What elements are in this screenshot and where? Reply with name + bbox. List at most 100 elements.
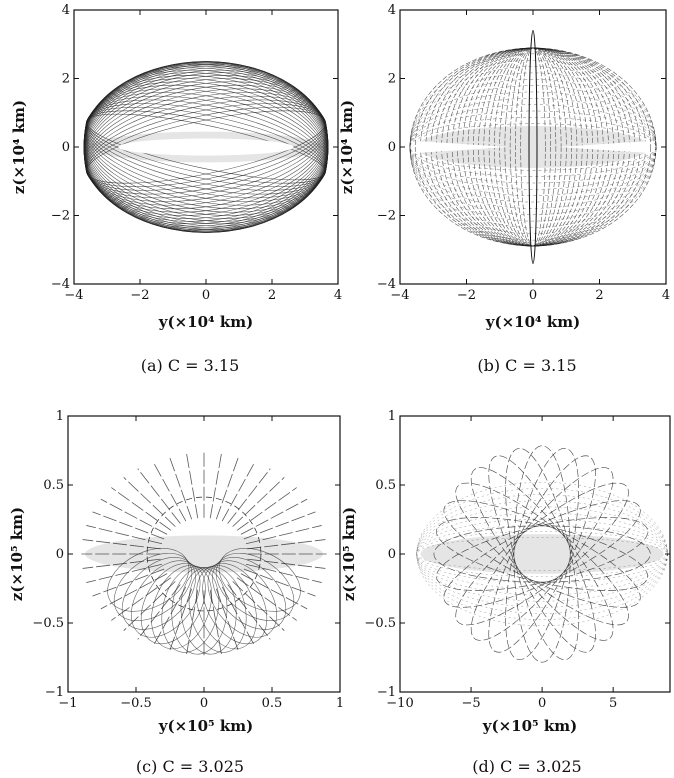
y-tick-label: 0.5 [375,478,396,493]
y-tick-label: −2 [51,209,70,224]
orbit-curve [414,47,652,247]
orbit-curve [232,581,285,631]
orbit-curve [152,586,187,647]
orbit-curve [180,567,237,655]
orbit-curve [107,548,190,612]
y-tick-label: 0 [62,140,70,155]
x-tick-label: 0 [202,288,210,303]
orbit-curve [247,558,326,569]
x-tick-label: −0.5 [120,696,152,711]
orbit-curve [221,586,256,647]
orbit-curve [221,461,256,522]
orbit-curve [171,567,228,655]
haze-band [85,535,323,573]
x-tick-label: 1 [336,696,344,711]
orbit-curve [137,584,181,640]
y-tick-label: −2 [377,209,396,224]
orbit-curve [505,448,579,660]
core-gap [416,141,509,153]
orbit-curve [215,456,239,520]
y-tick-label: 4 [388,3,396,18]
y-axis-label-c: z(×10⁵ km) [8,507,26,601]
haze-band [420,534,664,574]
y-ticks-d: 1 0.5 0 −0.5 −1 [364,409,670,700]
core-gap [118,138,294,156]
y-tick-label: −1 [377,685,396,700]
orbit-curve [513,445,571,663]
orbit-curve [443,500,641,608]
x-tick-label: 4 [334,288,342,303]
plot-area-d [416,445,668,663]
y-tick-label: −0.5 [32,616,64,631]
orbit-curve [436,517,649,591]
y-tick-label: 0.5 [43,478,64,493]
x-ticks-a: −4 −2 0 2 4 [64,10,342,303]
orbit-curve [186,453,199,519]
x-axis-label-c: y(×10⁵ km) [158,717,253,735]
y-tick-label: 0 [56,547,64,562]
orbit-curve [186,589,199,655]
x-tick-label: −2 [130,288,149,303]
orbit-curve [161,566,220,653]
orbit-curve [488,455,596,653]
y-tick-label: 2 [62,72,70,87]
y-ticks-c: 1 0.5 0 −0.5 −1 [32,409,340,700]
x-tick-label: 4 [662,288,670,303]
orbit-curve [86,525,163,545]
orbit-curve [137,468,181,524]
x-tick-label: 2 [268,288,276,303]
y-axis-label-a: z(×10⁴ km) [10,100,28,194]
orbit-curve [111,577,172,621]
orbit-curve [236,487,297,531]
x-tick-label: −4 [64,288,83,303]
y-ticks-b: 4 2 0 −2 −4 [377,3,666,292]
y-axis-label-d: z(×10⁵ km) [340,507,358,601]
panel-d: −10 −5 0 5 1 0.5 0 −0.5 −1 y(×10⁵ km) z(×10⁵ km… [340,409,671,776]
orbit-curve [455,482,629,626]
orbit-curve [243,511,316,540]
x-tick-label: 5 [609,696,617,711]
orbit-curve [227,468,271,524]
orbit-curve [470,467,614,641]
haze-band [416,126,650,168]
orbit-curve [236,577,297,621]
orbit-curve [92,568,165,597]
orbit-curve [455,482,629,626]
y-tick-label: 1 [388,409,396,424]
plot-area-c [81,452,327,656]
orbit-curve [146,496,262,612]
y-tick-label: −4 [51,277,70,292]
y-tick-label: 4 [62,3,70,18]
x-tick-label: −10 [386,696,413,711]
orbit-curve [470,467,614,641]
orbit-curve [227,584,271,640]
orbit-curve [433,525,651,583]
orbit-curve [152,461,187,522]
x-tick-label: −1 [58,696,77,711]
orbit-curve [488,455,596,653]
x-ticks-c: −1 −0.5 0 0.5 1 [58,416,344,711]
x-ticks-d: −10 −5 0 5 [386,416,617,711]
y-tick-label: 0 [388,140,396,155]
panel-c: −1 −0.5 0 0.5 1 1 0.5 0 −0.5 −1 y(×10⁵ km) z(×10… [8,409,344,776]
orbit-curve [92,511,165,540]
y-tick-label: −1 [45,685,64,700]
plot-area-a [83,61,329,233]
vertical-orbit [528,30,538,264]
caption-a: (a) C = 3.15 [141,356,240,375]
orbit-curve [130,560,201,638]
y-ticks-a: 4 2 0 −2 −4 [51,3,338,292]
x-tick-label: 2 [595,288,603,303]
y-tick-label: −4 [377,277,396,292]
x-axis-label-b: y(×10⁴ km) [485,313,580,331]
x-axis-label-a: y(×10⁴ km) [158,313,253,331]
orbit-curve [409,53,657,241]
orbit-curve [123,581,176,631]
orbit-curve [245,525,322,545]
orbit-curve [111,487,172,531]
y-tick-label: 0 [388,547,396,562]
caption-c: (c) C = 3.025 [136,757,244,776]
x-axis-label-d: y(×10⁵ km) [482,717,577,735]
panel-b: −4 −2 0 2 4 4 2 0 −2 −4 y(×10⁴ km) z(×10⁴ km) (b… [338,3,670,375]
